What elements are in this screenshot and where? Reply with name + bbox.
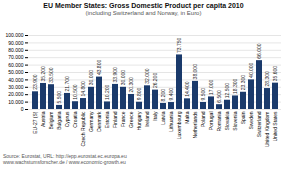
svg-text:20.000: 20.000 [8, 91, 24, 97]
svg-text:Greece: Greece [128, 111, 134, 128]
svg-text:Netherlands: Netherlands [192, 111, 198, 138]
html-text:(including Switzerland and Nor: (including Switzerland and Norway, in Eu… [85, 10, 202, 16]
html-text:www.wachstumsforscher.de / www: www.wachstumsforscher.de / www.economic-… [3, 159, 126, 165]
svg-text:23.300: 23.300 [240, 75, 246, 91]
svg-text:Cyprus: Cyprus [64, 111, 70, 127]
svg-text:Bulgaria: Bulgaria [56, 111, 62, 130]
svg-text:0: 0 [21, 106, 24, 112]
svg-text:14.400: 14.400 [184, 81, 190, 97]
svg-text:Croatia: Croatia [72, 111, 78, 127]
svg-text:40.000: 40.000 [8, 77, 24, 83]
svg-text:12.500: 12.500 [224, 83, 230, 99]
svg-text:Belgium: Belgium [48, 112, 54, 130]
svg-text:66.000: 66.000 [256, 43, 262, 59]
svg-text:Switzerland: Switzerland [256, 111, 262, 137]
svg-text:10.200: 10.200 [104, 84, 110, 100]
svg-text:50.000: 50.000 [8, 69, 24, 75]
svg-text:Poland: Poland [200, 111, 206, 127]
svg-text:9.800: 9.800 [136, 88, 142, 101]
svg-text:20.300: 20.300 [128, 77, 134, 93]
svg-text:80.000: 80.000 [8, 47, 24, 53]
svg-text:Germany: Germany [88, 111, 94, 132]
html-text:Source: Eurostat, URL: http://: Source: Eurostat, URL: http://epp.eurost… [3, 153, 127, 159]
svg-text:Romania: Romania [216, 111, 222, 131]
svg-text:5.500: 5.500 [56, 91, 62, 104]
svg-text:Luxembourg: Luxembourg [176, 111, 182, 139]
svg-text:Lithuania: Lithuania [168, 111, 174, 132]
html-text:EU Member States: Gross Domest: EU Member States: Gross Domestic Product… [43, 2, 244, 9]
svg-text:Finland: Finland [112, 111, 118, 128]
svg-text:Estonia: Estonia [104, 111, 110, 128]
svg-text:30.000: 30.000 [88, 70, 94, 86]
svg-text:43.800: 43.800 [96, 60, 102, 76]
svg-text:38.000: 38.000 [192, 64, 198, 80]
svg-text:Latvia: Latvia [160, 111, 166, 125]
svg-text:10.500: 10.500 [72, 84, 78, 100]
svg-text:33.500: 33.500 [48, 67, 54, 83]
svg-text:60.000: 60.000 [8, 62, 24, 68]
svg-text:United States: United States [272, 111, 278, 142]
svg-text:Ireland: Ireland [144, 111, 150, 127]
svg-text:Slovenia: Slovenia [232, 111, 238, 130]
svg-text:8.200: 8.200 [160, 89, 166, 102]
svg-text:Austria: Austria [40, 111, 46, 127]
svg-text:Czech Republic: Czech Republic [80, 111, 86, 147]
svg-text:Malta: Malta [184, 111, 190, 123]
svg-text:Portugal: Portugal [208, 112, 214, 131]
svg-text:70.000: 70.000 [8, 54, 24, 60]
svg-text:35.600: 35.600 [272, 66, 278, 82]
svg-text:18.300: 18.300 [232, 78, 238, 94]
svg-text:40.000: 40.000 [248, 62, 254, 78]
svg-text:30.000: 30.000 [8, 84, 24, 90]
svg-text:28.300: 28.300 [264, 71, 270, 87]
svg-text:6.500: 6.500 [216, 90, 222, 103]
svg-text:Spain: Spain [240, 111, 246, 124]
svg-text:Sweden: Sweden [248, 111, 254, 129]
svg-text:90.000: 90.000 [8, 40, 24, 46]
svg-text:Italy: Italy [152, 111, 158, 121]
svg-text:Hungary: Hungary [136, 111, 142, 130]
svg-text:23.900: 23.900 [32, 74, 38, 90]
svg-text:17.000: 17.000 [208, 79, 214, 95]
svg-text:EU-27 (S): EU-27 (S) [32, 111, 38, 134]
svg-text:33.900: 33.900 [112, 67, 118, 83]
svg-text:35.200: 35.200 [40, 66, 46, 82]
svg-text:Denmark: Denmark [96, 111, 102, 132]
svg-text:32.000: 32.000 [144, 68, 150, 84]
svg-text:73.750: 73.750 [176, 37, 182, 53]
svg-text:Slovakia: Slovakia [224, 111, 230, 130]
svg-text:14.800: 14.800 [80, 81, 86, 97]
svg-text:9.400: 9.400 [168, 88, 174, 101]
svg-text:30.000: 30.000 [120, 70, 126, 86]
svg-text:10.000: 10.000 [8, 99, 24, 105]
svg-text:100.000: 100.000 [5, 32, 23, 38]
svg-text:26.200: 26.200 [152, 73, 158, 89]
svg-text:France: France [120, 111, 126, 127]
svg-text:9.500: 9.500 [200, 88, 206, 101]
svg-text:United Kingdom: United Kingdom [264, 112, 270, 148]
svg-text:21.700: 21.700 [64, 76, 70, 92]
